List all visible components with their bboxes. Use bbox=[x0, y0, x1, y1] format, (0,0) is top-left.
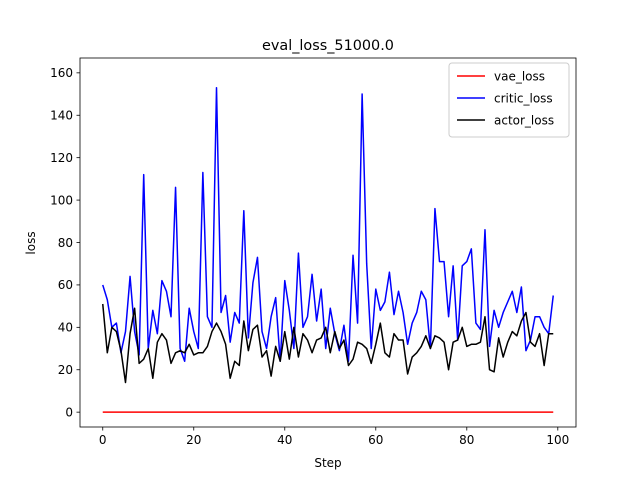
series-line-actor-loss bbox=[102, 303, 554, 384]
x-tick-label: 0 bbox=[99, 433, 107, 447]
y-axis-label: loss bbox=[24, 231, 38, 254]
legend-label-critic-loss: critic_loss bbox=[494, 91, 553, 105]
y-tick-label: 0 bbox=[65, 405, 73, 419]
x-tick-label: 80 bbox=[459, 433, 474, 447]
series-line-critic-loss bbox=[102, 86, 554, 363]
legend-label-actor-loss: actor_loss bbox=[494, 113, 554, 127]
y-axis: 0 20 40 60 80 100 120 140 160 bbox=[50, 66, 80, 419]
chart-title: eval_loss_51000.0 bbox=[262, 38, 394, 54]
y-tick-label: 20 bbox=[58, 363, 73, 377]
y-tick-label: 160 bbox=[50, 66, 73, 80]
x-axis-label: Step bbox=[314, 456, 341, 470]
y-tick-label: 40 bbox=[58, 321, 73, 335]
x-tick-label: 20 bbox=[186, 433, 201, 447]
y-tick-label: 80 bbox=[58, 236, 73, 250]
y-tick-label: 60 bbox=[58, 278, 73, 292]
legend: vae_loss critic_loss actor_loss bbox=[448, 62, 570, 138]
legend-label-vae-loss: vae_loss bbox=[494, 69, 545, 83]
legend-box bbox=[448, 62, 570, 138]
y-tick-label: 140 bbox=[50, 109, 73, 123]
x-axis: 0 20 40 60 80 100 bbox=[99, 427, 569, 447]
y-tick-label: 120 bbox=[50, 151, 73, 165]
x-tick-label: 100 bbox=[546, 433, 569, 447]
x-tick-label: 60 bbox=[368, 433, 383, 447]
y-tick-label: 100 bbox=[50, 193, 73, 207]
x-tick-label: 40 bbox=[277, 433, 292, 447]
